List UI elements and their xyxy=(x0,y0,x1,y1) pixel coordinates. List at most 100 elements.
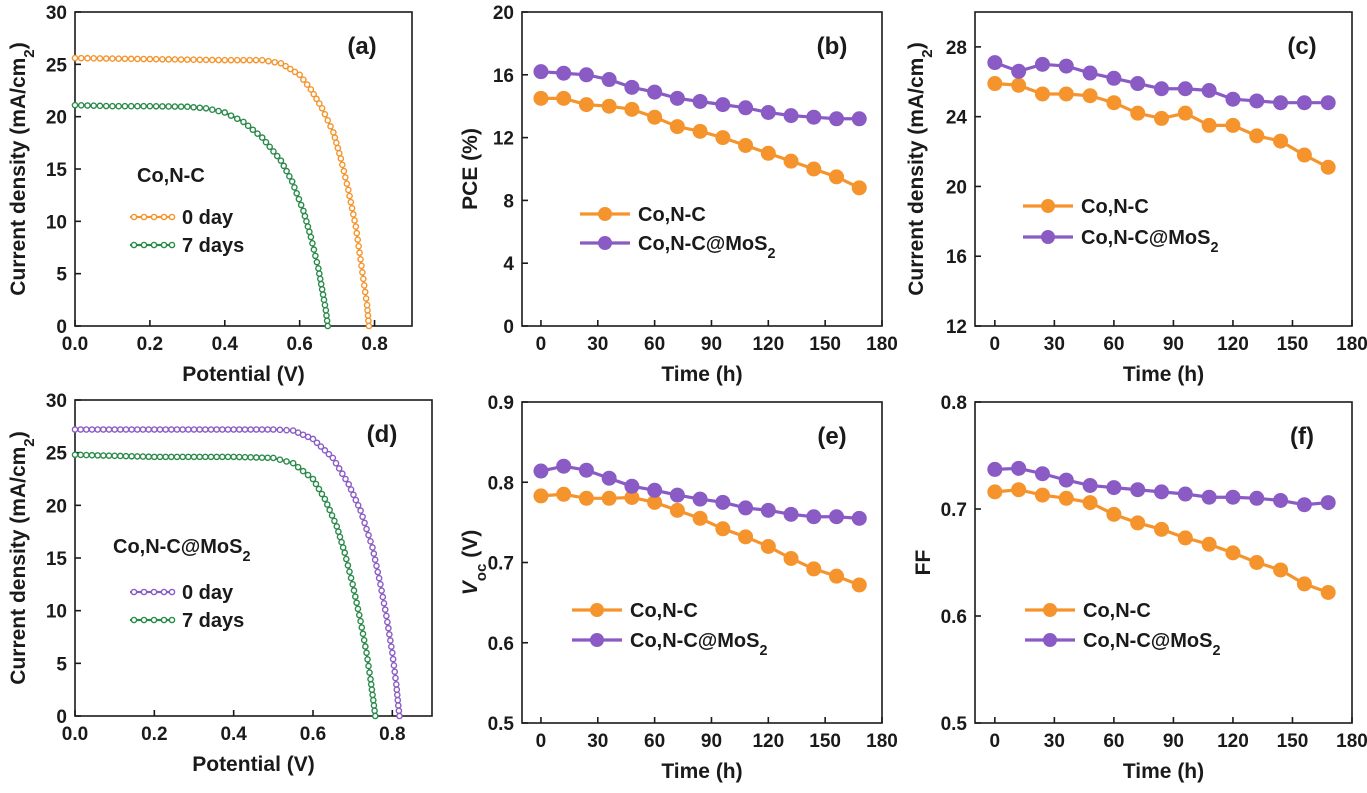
data-point xyxy=(353,229,361,237)
legend-marker xyxy=(168,616,176,624)
legend: Co,N-C Co,N-C@MoS2 xyxy=(1025,600,1221,659)
panel-label: (c) xyxy=(1287,33,1316,60)
data-point xyxy=(71,54,79,62)
data-point xyxy=(364,656,371,663)
data-point xyxy=(326,506,333,514)
y-axis-label: Current density (mA/cm2) xyxy=(905,42,936,295)
data-point xyxy=(345,186,352,194)
panel-label: (d) xyxy=(367,421,398,448)
data-point xyxy=(324,117,332,124)
panel-d: 0.0 0.2 0.4 0.6 0.8 0 5 10 15 20 25 30 Potential (V)… xyxy=(7,391,433,776)
data-point xyxy=(1273,133,1289,149)
data-point xyxy=(291,184,298,191)
data-point xyxy=(258,134,266,141)
data-point xyxy=(806,509,822,525)
data-point xyxy=(350,491,357,499)
data-point xyxy=(339,161,346,169)
data-point xyxy=(140,55,147,63)
x-axis-label: Time (h) xyxy=(1123,363,1204,386)
data-point xyxy=(276,456,284,463)
data-point xyxy=(361,519,368,527)
x-tick-label: 0.4 xyxy=(212,334,239,355)
data-point xyxy=(215,56,222,64)
data-point xyxy=(168,426,175,433)
panel-a: 0.0 0.2 0.4 0.6 0.8 0 5 10 15 20 25 30 Potential (V)… xyxy=(7,3,413,386)
data-point xyxy=(364,306,371,314)
data-point xyxy=(348,204,356,212)
data-point xyxy=(339,470,346,478)
data-point xyxy=(1201,83,1217,98)
data-point xyxy=(159,103,166,110)
legend-label: Co,N-C@MoS2 xyxy=(638,233,776,262)
data-point xyxy=(359,269,366,276)
data-point xyxy=(109,55,116,62)
data-point xyxy=(692,491,708,507)
data-point xyxy=(366,669,373,676)
data-point xyxy=(215,107,222,115)
data-point xyxy=(1058,58,1074,74)
data-point xyxy=(1201,117,1217,133)
data-point xyxy=(1011,77,1027,93)
data-point xyxy=(184,103,191,111)
data-point xyxy=(109,102,116,110)
data-point xyxy=(227,112,235,119)
data-point xyxy=(134,55,141,63)
data-point xyxy=(1011,460,1027,476)
x-tick-label: 60 xyxy=(1103,731,1124,752)
data-point xyxy=(213,453,220,461)
x-axis-label: Time (h) xyxy=(1123,760,1204,783)
data-point xyxy=(1034,466,1050,482)
x-tick-label: 0 xyxy=(536,731,547,752)
data-point xyxy=(266,143,274,151)
data-point xyxy=(1296,147,1312,163)
data-point xyxy=(336,533,344,541)
data-point xyxy=(258,454,266,461)
data-point xyxy=(806,109,822,125)
legend: 0 day 7 days xyxy=(130,582,244,632)
data-point xyxy=(316,275,324,283)
data-point xyxy=(533,463,549,479)
legend-label: 7 days xyxy=(182,610,244,632)
panel-f: 0 30 60 90 120 150 180 0.5 0.6 0.7 0.8 Time (h) FF (f… xyxy=(912,393,1367,783)
data-point xyxy=(139,426,147,433)
data-point xyxy=(307,86,315,93)
data-point xyxy=(307,233,315,241)
data-point xyxy=(669,90,685,106)
data-point xyxy=(647,84,663,100)
data-point xyxy=(380,599,388,607)
data-point xyxy=(317,443,325,450)
data-point xyxy=(294,463,302,471)
y-tick-label: 25 xyxy=(46,444,68,465)
data-point xyxy=(738,529,754,545)
x-tick-label: 0.0 xyxy=(62,334,88,355)
data-point xyxy=(354,502,362,509)
data-point xyxy=(111,426,118,433)
data-point xyxy=(313,258,321,266)
data-point xyxy=(190,56,197,64)
data-point xyxy=(556,65,572,81)
data-point xyxy=(264,454,271,462)
data-point xyxy=(318,490,326,498)
data-point xyxy=(88,451,96,459)
data-point xyxy=(202,104,210,112)
data-point xyxy=(213,426,220,433)
data-point xyxy=(342,174,349,181)
x-tick-label: 90 xyxy=(701,334,722,355)
data-point xyxy=(334,144,342,152)
x-tick-label: 150 xyxy=(809,731,841,752)
x-tick-label: 60 xyxy=(1103,334,1124,355)
y-tick-label: 15 xyxy=(46,160,68,181)
data-point xyxy=(321,111,329,118)
y-tick-label: 0.8 xyxy=(488,473,514,494)
data-point xyxy=(83,426,90,433)
data-point xyxy=(105,426,113,433)
data-point xyxy=(282,62,289,70)
legend-marker xyxy=(598,207,612,221)
data-point xyxy=(373,562,380,570)
data-point xyxy=(358,262,365,270)
data-point xyxy=(351,217,358,224)
data-point xyxy=(339,544,347,551)
data-point xyxy=(297,201,305,209)
data-point xyxy=(329,454,337,462)
x-tick-label: 120 xyxy=(752,731,784,752)
